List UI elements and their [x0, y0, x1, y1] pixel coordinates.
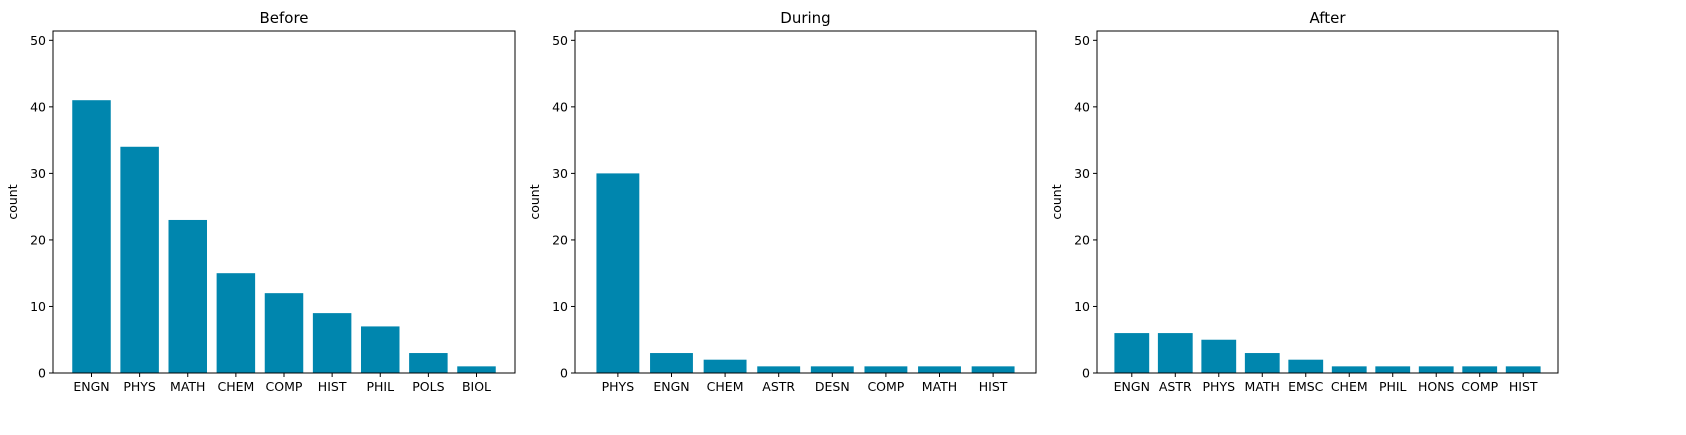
before-y-tick-label: 10	[30, 299, 46, 314]
before-x-tick-label-phil: PHIL	[366, 379, 394, 394]
after-bar-emsc	[1288, 359, 1324, 373]
before-y-tick-label: 40	[30, 99, 46, 114]
before-title: Before	[259, 9, 308, 27]
before-x-tick-label-phys: PHYS	[123, 379, 156, 394]
after-x-tick-label-emsc: EMSC	[1288, 379, 1324, 394]
during-bar-astr	[757, 366, 801, 373]
after-plot-frame	[1096, 30, 1559, 374]
during-x-tick-label-hist: HIST	[979, 379, 1008, 394]
before-y-tick-label: 30	[30, 166, 46, 181]
after-x-tick-label-astr: ASTR	[1159, 379, 1192, 394]
during-x-tick-label-comp: COMP	[867, 379, 904, 394]
during-y-tick-label: 40	[552, 99, 568, 114]
during-x-tick-label-engn: ENGN	[653, 379, 689, 394]
before-x-tick-label-engn: ENGN	[73, 379, 109, 394]
after-y-tick-label: 10	[1074, 299, 1090, 314]
during-plot-frame	[574, 30, 1037, 374]
after-x-tick-label-math: MATH	[1245, 379, 1280, 394]
before-x-ticks: ENGN PHYS MATH CHEM COMP HIST PHIL POLS BIOL	[73, 373, 491, 394]
during-bars	[596, 173, 1015, 373]
after-bar-hist	[1505, 366, 1541, 373]
after-y-tick-label: 20	[1074, 232, 1090, 247]
after-x-tick-label-engn: ENGN	[1114, 379, 1150, 394]
during-bar-engn	[650, 353, 693, 373]
before-y-tick-label: 0	[38, 366, 46, 381]
after-bars	[1114, 333, 1541, 373]
after-bar-phil	[1375, 366, 1411, 373]
during-x-tick-label-phys: PHYS	[602, 379, 635, 394]
during-y-tick-label: 30	[552, 166, 568, 181]
before-x-tick-label-pols: POLS	[412, 379, 444, 394]
during-y-tick-label: 0	[560, 366, 568, 381]
before-bars	[72, 100, 496, 373]
before-y-ticks: 0 10 20 30 40 50	[30, 33, 53, 381]
before-bar-comp	[264, 293, 304, 373]
after-bar-comp	[1462, 366, 1498, 373]
during-bar-phys	[596, 173, 640, 373]
before-x-tick-label-comp: COMP	[266, 379, 303, 394]
after-y-tick-label: 30	[1074, 166, 1090, 181]
after-bar-chem	[1331, 366, 1367, 373]
before-y-tick-label: 20	[30, 232, 46, 247]
before-x-tick-label-math: MATH	[170, 379, 205, 394]
during-bar-math	[918, 366, 961, 373]
during-x-tick-label-astr: ASTR	[762, 379, 795, 394]
before-bar-engn	[72, 100, 111, 373]
after-bar-engn	[1114, 333, 1150, 373]
before-bar-hist	[312, 313, 352, 373]
after-y-tick-label: 0	[1082, 366, 1090, 381]
after-bar-phys	[1201, 339, 1237, 373]
after-x-tick-label-comp: COMP	[1461, 379, 1498, 394]
during-bar-comp	[864, 366, 908, 373]
before-y-tick-label: 50	[30, 33, 46, 48]
before-bar-pols	[409, 353, 448, 373]
after-x-tick-label-hist: HIST	[1509, 379, 1538, 394]
before-y-axis-label: count	[5, 184, 20, 219]
after-bar-astr	[1157, 333, 1193, 373]
during-x-tick-label-math: MATH	[922, 379, 957, 394]
during-panel: During count 0 10 20 30 40 50 PHYS ENGN CHEM AST…	[527, 9, 1037, 394]
during-bar-chem	[703, 359, 747, 373]
before-x-tick-label-chem: CHEM	[217, 379, 254, 394]
before-bar-phil	[361, 326, 400, 373]
after-y-tick-label: 50	[1074, 33, 1090, 48]
during-x-tick-label-chem: CHEM	[707, 379, 744, 394]
after-x-tick-label-phys: PHYS	[1203, 379, 1236, 394]
after-x-tick-label-phil: PHIL	[1379, 379, 1407, 394]
before-plot-frame	[52, 30, 516, 374]
before-bar-chem	[216, 273, 256, 373]
during-x-ticks: PHYS ENGN CHEM ASTR DESN COMP MATH HIST	[602, 373, 1008, 394]
after-x-ticks: ENGN ASTR PHYS MATH EMSC CHEM PHIL HONS COMP HIST	[1114, 373, 1538, 394]
after-title: After	[1309, 9, 1346, 27]
during-bar-desn	[810, 366, 854, 373]
after-x-tick-label-chem: CHEM	[1331, 379, 1368, 394]
after-y-tick-label: 40	[1074, 99, 1090, 114]
during-y-axis-label: count	[527, 184, 542, 219]
after-bar-hons	[1418, 366, 1454, 373]
during-y-tick-label: 50	[552, 33, 568, 48]
during-x-tick-label-desn: DESN	[815, 379, 850, 394]
during-y-tick-label: 20	[552, 232, 568, 247]
before-bar-math	[168, 219, 207, 373]
before-x-tick-label-hist: HIST	[318, 379, 347, 394]
after-panel: After count 0 10 20 30 40 50 ENGN ASTR PHYS MATH…	[1049, 9, 1559, 394]
during-y-tick-label: 10	[552, 299, 568, 314]
during-y-ticks: 0 10 20 30 40 50	[552, 33, 575, 381]
before-x-tick-label-biol: BIOL	[462, 379, 491, 394]
before-bar-phys	[120, 146, 159, 373]
during-bar-hist	[971, 366, 1015, 373]
after-y-ticks: 0 10 20 30 40 50	[1074, 33, 1097, 381]
after-bar-math	[1244, 353, 1280, 373]
before-panel: Before count 0 10 20 30 40 50 ENGN PHYS MATH CHE…	[5, 9, 516, 394]
after-y-axis-label: count	[1049, 184, 1064, 219]
after-x-tick-label-hons: HONS	[1418, 379, 1455, 394]
during-title: During	[780, 9, 830, 27]
before-bar-biol	[457, 366, 496, 373]
